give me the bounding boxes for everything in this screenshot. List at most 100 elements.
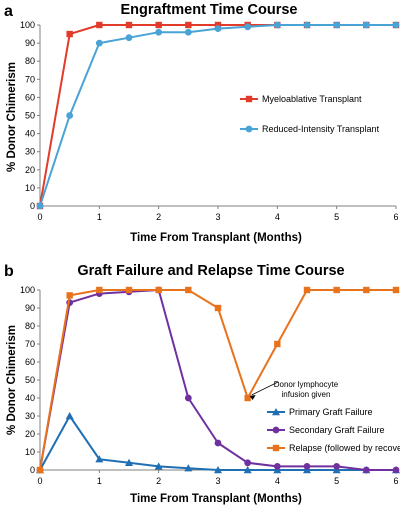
legend-label: Reduced-Intensity Transplant — [262, 124, 380, 134]
data-point — [184, 28, 192, 36]
data-point — [303, 21, 311, 29]
data-point — [362, 21, 370, 29]
data-point — [214, 466, 222, 474]
y-tick-label: 80 — [25, 56, 35, 66]
data-point — [273, 463, 281, 470]
legend-marker — [272, 408, 280, 416]
chart-title-a: Engraftment Time Course — [121, 2, 298, 18]
data-point — [155, 21, 162, 29]
data-point — [243, 466, 252, 474]
data-point — [362, 466, 370, 474]
legend-marker — [245, 125, 253, 133]
data-point — [274, 340, 281, 348]
x-tick-label: 2 — [156, 476, 161, 486]
y-tick-label: 0 — [30, 465, 35, 475]
x-tick-label: 6 — [393, 476, 398, 486]
axes-b: 0 10 20 30 40 50 60 70 80 90 100 0 1 2 3 4 5 6 — [20, 285, 399, 486]
x-tick-label: 4 — [275, 476, 280, 486]
data-point — [363, 286, 370, 294]
y-axis-label-a: % Donor Chimerism — [6, 62, 18, 172]
legend-label: Myeloablative Transplant — [262, 94, 362, 104]
y-tick-label: 90 — [25, 38, 35, 48]
x-tick-label: 6 — [393, 212, 398, 222]
x-axis-label-a: Time From Transplant (Months) — [130, 232, 302, 244]
annotation-arrowhead — [249, 395, 256, 400]
y-axis-label-b: % Donor Chimerism — [6, 325, 18, 435]
data-point — [244, 23, 252, 31]
y-tick-label: 30 — [25, 147, 35, 157]
y-tick-label: 50 — [25, 375, 35, 385]
data-point — [155, 28, 163, 36]
y-tick-label: 30 — [25, 411, 35, 421]
chart-panel-b: b Graft Failure and Relapse Time Course … — [4, 263, 400, 505]
y-tick-label: 0 — [30, 201, 35, 211]
annotation-arrow-line — [251, 381, 279, 396]
chart-title-b: Graft Failure and Relapse Time Course — [77, 263, 344, 279]
axes-a: 0 10 20 30 40 50 60 70 80 90 100 0 1 2 3 4 5 6 — [20, 20, 399, 222]
data-point — [66, 292, 73, 299]
y-tick-label: 20 — [25, 429, 35, 439]
y-tick-label: 10 — [25, 183, 35, 193]
legend-marker — [272, 444, 280, 452]
legend-entry: Secondary Graft Failure — [267, 425, 385, 435]
data-point — [36, 466, 44, 474]
x-tick-label: 0 — [37, 476, 42, 486]
legend-marker — [245, 95, 253, 103]
data-point — [392, 466, 400, 474]
data-point — [333, 21, 341, 29]
data-point — [185, 286, 192, 294]
legend-marker — [272, 426, 280, 434]
data-point — [244, 459, 252, 467]
y-tick-label: 60 — [25, 92, 35, 102]
data-point — [185, 21, 192, 29]
data-point — [36, 202, 44, 210]
panel-label-b: b — [4, 263, 14, 280]
data-point — [214, 21, 222, 29]
data-point — [155, 286, 162, 294]
data-point — [303, 463, 311, 470]
legend-entry: Myeloablative Transplant — [240, 94, 362, 104]
x-tick-label: 0 — [37, 212, 42, 222]
legend-label: Secondary Graft Failure — [289, 425, 385, 435]
data-point — [392, 286, 400, 294]
x-tick-label: 3 — [215, 476, 220, 486]
y-tick-label: 100 — [20, 20, 35, 30]
y-tick-label: 70 — [25, 74, 35, 84]
data-point — [214, 439, 222, 447]
data-point — [65, 412, 74, 420]
data-point — [96, 21, 103, 29]
series-relapse-followed-by-recovery — [36, 286, 400, 474]
chart-panel-a: a Engraftment Time Course Time From Tran… — [4, 2, 400, 244]
data-point — [96, 286, 103, 294]
data-point — [66, 112, 74, 119]
x-tick-label: 3 — [215, 212, 220, 222]
data-point — [125, 21, 133, 29]
data-point — [214, 304, 222, 312]
y-tick-label: 10 — [25, 447, 35, 457]
data-point — [125, 458, 133, 466]
series-reduced-intensity-transplant — [36, 21, 400, 210]
series-myeloablative-transplant — [36, 21, 400, 210]
legend-entry: Primary Graft Failure — [267, 407, 373, 417]
x-tick-label: 1 — [97, 212, 102, 222]
plot-area-b — [36, 286, 400, 474]
panel-label-a: a — [4, 3, 13, 20]
data-point — [303, 286, 311, 294]
legend-a: Myeloablative Transplant Reduced-Intensit… — [240, 94, 380, 134]
data-point — [125, 286, 133, 294]
y-tick-label: 100 — [20, 285, 35, 295]
annotation-text: Donor lymphocyte — [274, 380, 339, 389]
y-tick-label: 40 — [25, 393, 35, 403]
y-tick-label: 50 — [25, 111, 35, 121]
x-tick-label: 1 — [97, 476, 102, 486]
y-tick-label: 60 — [25, 357, 35, 367]
legend-entry: Relapse (followed by recovery) — [267, 443, 400, 453]
data-point — [184, 394, 192, 402]
y-tick-label: 90 — [25, 303, 35, 313]
data-point — [244, 394, 251, 402]
series-line — [39, 24, 396, 207]
annotation-text: infusion given — [282, 390, 331, 399]
y-tick-label: 80 — [25, 321, 35, 331]
